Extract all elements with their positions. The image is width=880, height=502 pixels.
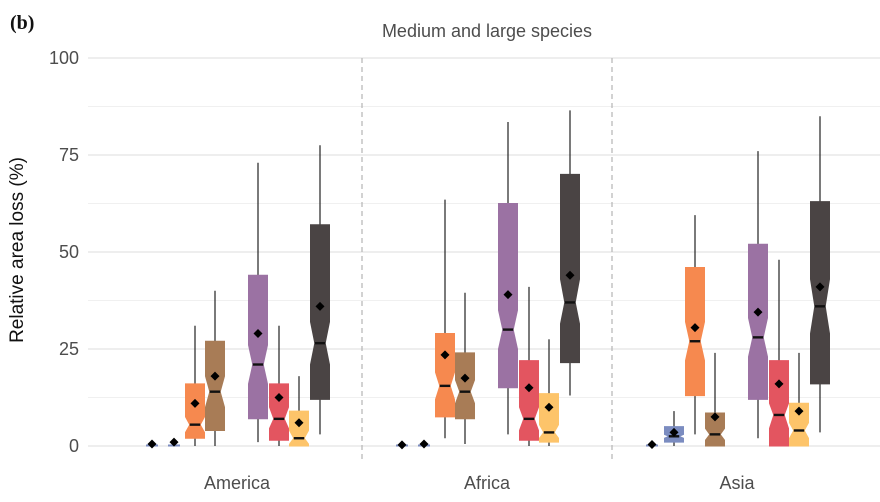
box-body xyxy=(455,352,475,420)
mean-marker xyxy=(753,307,763,317)
box-body xyxy=(769,360,789,447)
box-body xyxy=(289,410,309,447)
box-america-1 xyxy=(168,437,180,447)
box-body xyxy=(789,402,809,447)
y-tick-label: 50 xyxy=(59,242,79,262)
box-america-5 xyxy=(269,325,289,446)
y-axis-label: Relative area loss (%) xyxy=(7,157,28,343)
box-africa-4 xyxy=(498,122,518,435)
mean-marker xyxy=(169,437,179,447)
box-body xyxy=(519,360,539,441)
mean-marker xyxy=(253,328,263,338)
box-africa-0 xyxy=(396,440,408,450)
box-america-3 xyxy=(205,290,225,446)
box-america-7 xyxy=(310,145,330,435)
chart-title: Medium and large species xyxy=(382,21,592,41)
mean-marker xyxy=(274,393,284,402)
y-tick-label: 0 xyxy=(69,436,79,456)
x-tick-label: America xyxy=(204,473,271,493)
mean-marker xyxy=(647,439,657,449)
box-asia-0 xyxy=(646,439,658,449)
y-axis-ticks: 0 25 50 75 100 xyxy=(49,48,79,456)
mean-marker xyxy=(815,282,825,292)
box-body xyxy=(435,333,455,418)
box-body xyxy=(185,383,205,439)
mean-marker xyxy=(460,373,470,383)
mean-marker xyxy=(419,439,429,449)
box-america-6 xyxy=(289,376,309,447)
mean-marker xyxy=(565,270,575,280)
box-body xyxy=(705,412,725,447)
y-tick-label: 100 xyxy=(49,48,79,68)
box-africa-2 xyxy=(435,199,455,439)
box-body xyxy=(248,274,268,420)
box-asia-1 xyxy=(664,411,684,446)
group-separators xyxy=(361,58,613,462)
mean-marker xyxy=(503,290,513,300)
mean-marker xyxy=(710,412,720,422)
box-asia-2 xyxy=(685,215,705,435)
x-axis-labels: America Africa Asia xyxy=(204,473,756,493)
mean-marker xyxy=(794,406,804,416)
box-america-4 xyxy=(248,162,268,443)
box-asia-7 xyxy=(810,116,830,433)
mean-marker xyxy=(544,402,554,412)
box-asia-5 xyxy=(769,259,789,447)
box-america-0 xyxy=(146,439,158,449)
mean-marker xyxy=(440,350,450,360)
box-body xyxy=(748,243,768,400)
box-body xyxy=(205,340,225,431)
box-body xyxy=(539,393,559,443)
mean-marker xyxy=(147,439,157,449)
box-series xyxy=(146,110,830,450)
mean-marker xyxy=(210,371,220,381)
mean-marker xyxy=(690,323,700,333)
y-tick-label: 75 xyxy=(59,145,79,165)
box-america-2 xyxy=(185,325,205,446)
mean-marker xyxy=(524,383,534,393)
mean-marker xyxy=(669,427,679,437)
box-body xyxy=(810,201,830,385)
box-africa-6 xyxy=(539,339,559,446)
box-asia-4 xyxy=(748,151,768,439)
box-africa-7 xyxy=(560,110,580,396)
mean-marker xyxy=(315,301,325,311)
box-asia-6 xyxy=(789,352,809,447)
mean-marker xyxy=(294,418,304,428)
box-africa-1 xyxy=(418,439,430,449)
box-africa-3 xyxy=(455,292,475,445)
y-tick-label: 25 xyxy=(59,339,79,359)
box-asia-3 xyxy=(705,352,725,447)
x-tick-label: Asia xyxy=(719,473,755,493)
mean-marker xyxy=(190,398,200,408)
box-africa-5 xyxy=(519,286,539,446)
box-body xyxy=(560,173,580,364)
mean-marker xyxy=(774,379,784,389)
panel-label: (b) xyxy=(10,12,34,34)
box-body xyxy=(310,224,330,400)
x-tick-label: Africa xyxy=(464,473,511,493)
box-body xyxy=(269,383,289,441)
mean-marker xyxy=(397,440,407,450)
